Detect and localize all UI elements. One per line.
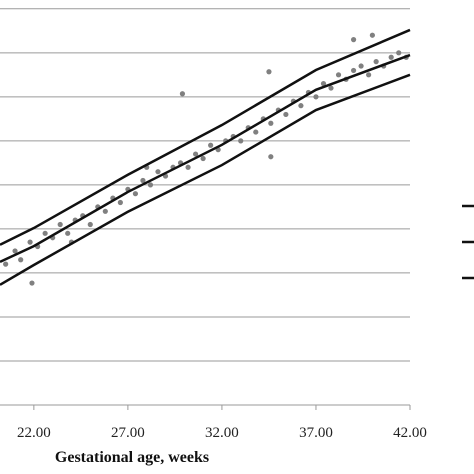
curve-line	[0, 28, 411, 246]
data-point	[185, 164, 191, 170]
data-point	[238, 138, 244, 144]
data-point	[200, 155, 206, 162]
data-point	[132, 191, 139, 197]
data-point	[179, 91, 186, 97]
x-tick-label: 42.00	[393, 425, 427, 441]
data-point	[320, 81, 327, 87]
curve-line	[0, 53, 411, 264]
data-point	[208, 142, 214, 148]
data-point	[268, 154, 274, 160]
data-point	[268, 120, 274, 126]
data-point	[87, 221, 93, 228]
data-point	[283, 111, 289, 118]
data-point	[388, 54, 394, 60]
x-tick-label: 27.00	[111, 425, 145, 441]
data-point	[65, 230, 71, 236]
data-point	[335, 72, 342, 78]
data-point	[102, 208, 108, 214]
data-point	[140, 177, 146, 184]
data-point	[366, 72, 372, 78]
x-axis-label: Gestational age, weeks	[55, 449, 209, 466]
data-point	[117, 199, 123, 206]
data-point	[266, 69, 272, 75]
data-point	[369, 32, 375, 38]
data-point	[373, 59, 379, 65]
x-tick-label: 37.00	[299, 425, 333, 441]
data-point	[328, 85, 334, 91]
x-tick-label: 32.00	[205, 425, 239, 441]
data-point	[253, 129, 259, 135]
data-point	[155, 169, 161, 175]
data-point	[358, 63, 364, 69]
data-point	[57, 221, 63, 228]
data-point	[298, 103, 304, 109]
data-point	[3, 261, 9, 267]
data-point	[350, 67, 357, 74]
data-point	[350, 37, 357, 43]
data-point	[27, 239, 33, 245]
data-point	[12, 248, 18, 254]
x-tick-label: 22.00	[17, 425, 51, 441]
data-point	[192, 151, 199, 157]
curve-line	[0, 73, 411, 286]
data-point	[18, 257, 24, 263]
data-point	[396, 50, 402, 56]
data-point	[29, 280, 35, 286]
data-point	[313, 94, 319, 100]
data-point	[42, 230, 48, 236]
data-point	[147, 182, 154, 188]
